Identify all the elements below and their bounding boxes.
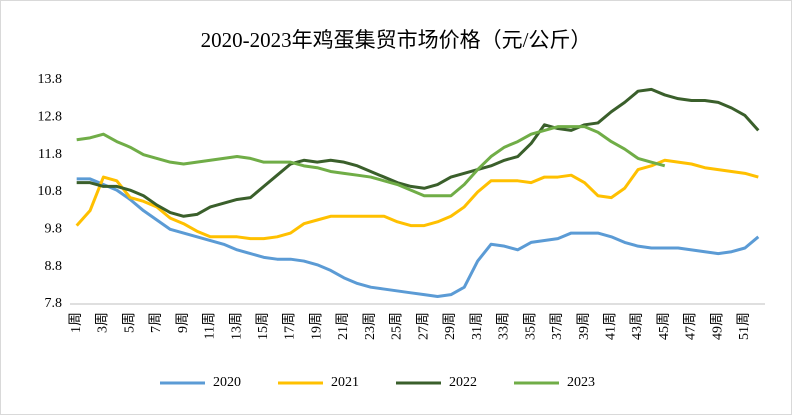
x-tick-label: 39周 — [577, 312, 592, 340]
y-tick-label: 8.8 — [45, 259, 63, 274]
legend-label: 2021 — [331, 375, 359, 390]
x-tick-label: 47周 — [684, 312, 699, 340]
y-tick-label: 10.8 — [38, 184, 63, 199]
x-tick-label: 21周 — [336, 312, 351, 340]
x-tick-label: 3周 — [96, 312, 111, 333]
x-tick-label: 41周 — [604, 312, 619, 340]
x-tick-label: 27周 — [416, 312, 431, 340]
x-tick-label: 49周 — [710, 312, 725, 340]
y-tick-label: 12.8 — [38, 110, 63, 125]
x-tick-label: 25周 — [390, 312, 405, 340]
legend-label: 2023 — [567, 375, 595, 390]
chart-title: 2020-2023年鸡蛋集贸市场价格（元/公斤） — [201, 28, 592, 52]
x-tick-label: 15周 — [256, 312, 271, 340]
y-tick-label: 7.8 — [45, 296, 63, 311]
x-tick-label: 31周 — [470, 312, 485, 340]
x-tick-label: 43周 — [630, 312, 645, 340]
series-line — [75, 158, 759, 241]
legend-label: 2020 — [213, 375, 241, 390]
x-tick-label: 5周 — [122, 312, 137, 333]
x-tick-label: 23周 — [363, 312, 378, 340]
series-line — [76, 125, 666, 198]
x-tick-label: 1周 — [69, 312, 84, 333]
x-tick-label: 9周 — [176, 312, 191, 333]
x-tick-label: 37周 — [550, 312, 565, 340]
x-tick-label: 33周 — [497, 312, 512, 340]
x-tick-label: 29周 — [443, 312, 458, 340]
series-line — [76, 177, 760, 299]
x-tick-label: 13周 — [229, 312, 244, 340]
x-tick-label: 51周 — [737, 312, 752, 340]
x-tick-label: 17周 — [283, 312, 298, 340]
legend-label: 2022 — [449, 375, 477, 390]
y-tick-label: 13.8 — [38, 72, 63, 87]
x-tick-label: 19周 — [309, 312, 324, 340]
y-tick-label: 11.8 — [38, 147, 62, 162]
series-line — [76, 87, 760, 218]
x-tick-label: 11周 — [203, 312, 218, 339]
x-tick-label: 45周 — [657, 312, 672, 340]
y-tick-label: 9.8 — [45, 222, 63, 237]
x-tick-label: 7周 — [149, 312, 164, 333]
x-tick-label: 35周 — [523, 312, 538, 340]
